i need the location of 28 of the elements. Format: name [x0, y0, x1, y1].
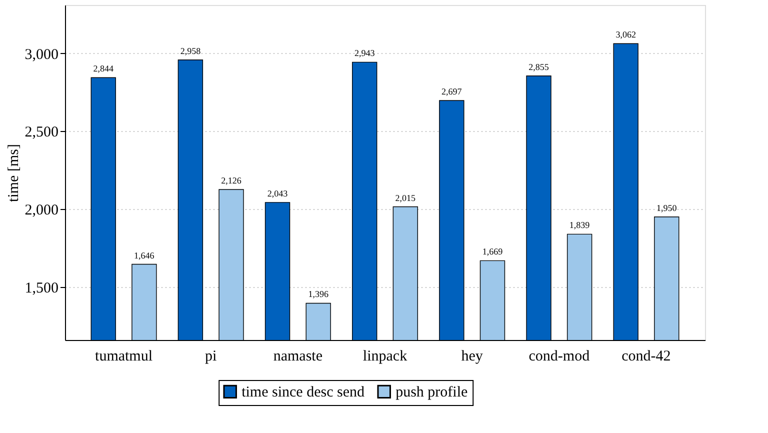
- x-tick-label: linpack: [362, 348, 408, 364]
- data-label: 1,646: [134, 250, 155, 260]
- x-tick-label: pi: [205, 348, 217, 364]
- y-tick-label: 2,000: [24, 202, 58, 219]
- data-label: 1,839: [569, 220, 590, 230]
- legend-label: push profile: [396, 384, 468, 401]
- data-label: 2,043: [267, 188, 288, 198]
- x-tick-label: hey: [461, 348, 484, 364]
- x-tick-label: cond-42: [622, 348, 671, 364]
- legend-label: time since desc send: [242, 384, 365, 401]
- data-label: 2,958: [180, 46, 202, 56]
- y-axis-title: time [ms]: [6, 144, 22, 202]
- data-label: 2,126: [221, 175, 242, 186]
- data-label: 2,943: [354, 48, 376, 58]
- y-tick-label: 2,500: [24, 124, 58, 141]
- x-tick-label: namaste: [273, 348, 323, 364]
- x-tick-label: cond-mod: [528, 348, 590, 364]
- y-tick-label: 1,500: [24, 280, 58, 297]
- data-label: 2,855: [528, 62, 550, 72]
- x-tick-label: tumatmul: [95, 348, 153, 364]
- data-label: 2,015: [395, 192, 416, 203]
- data-label: 2,844: [93, 64, 114, 74]
- data-label: 1,950: [656, 202, 678, 213]
- data-label: 1,396: [308, 289, 329, 300]
- y-tick-label: 3,000: [24, 46, 58, 63]
- data-label: 1,669: [482, 246, 504, 257]
- data-label: 2,697: [442, 86, 462, 97]
- data-label: 3,062: [616, 30, 636, 40]
